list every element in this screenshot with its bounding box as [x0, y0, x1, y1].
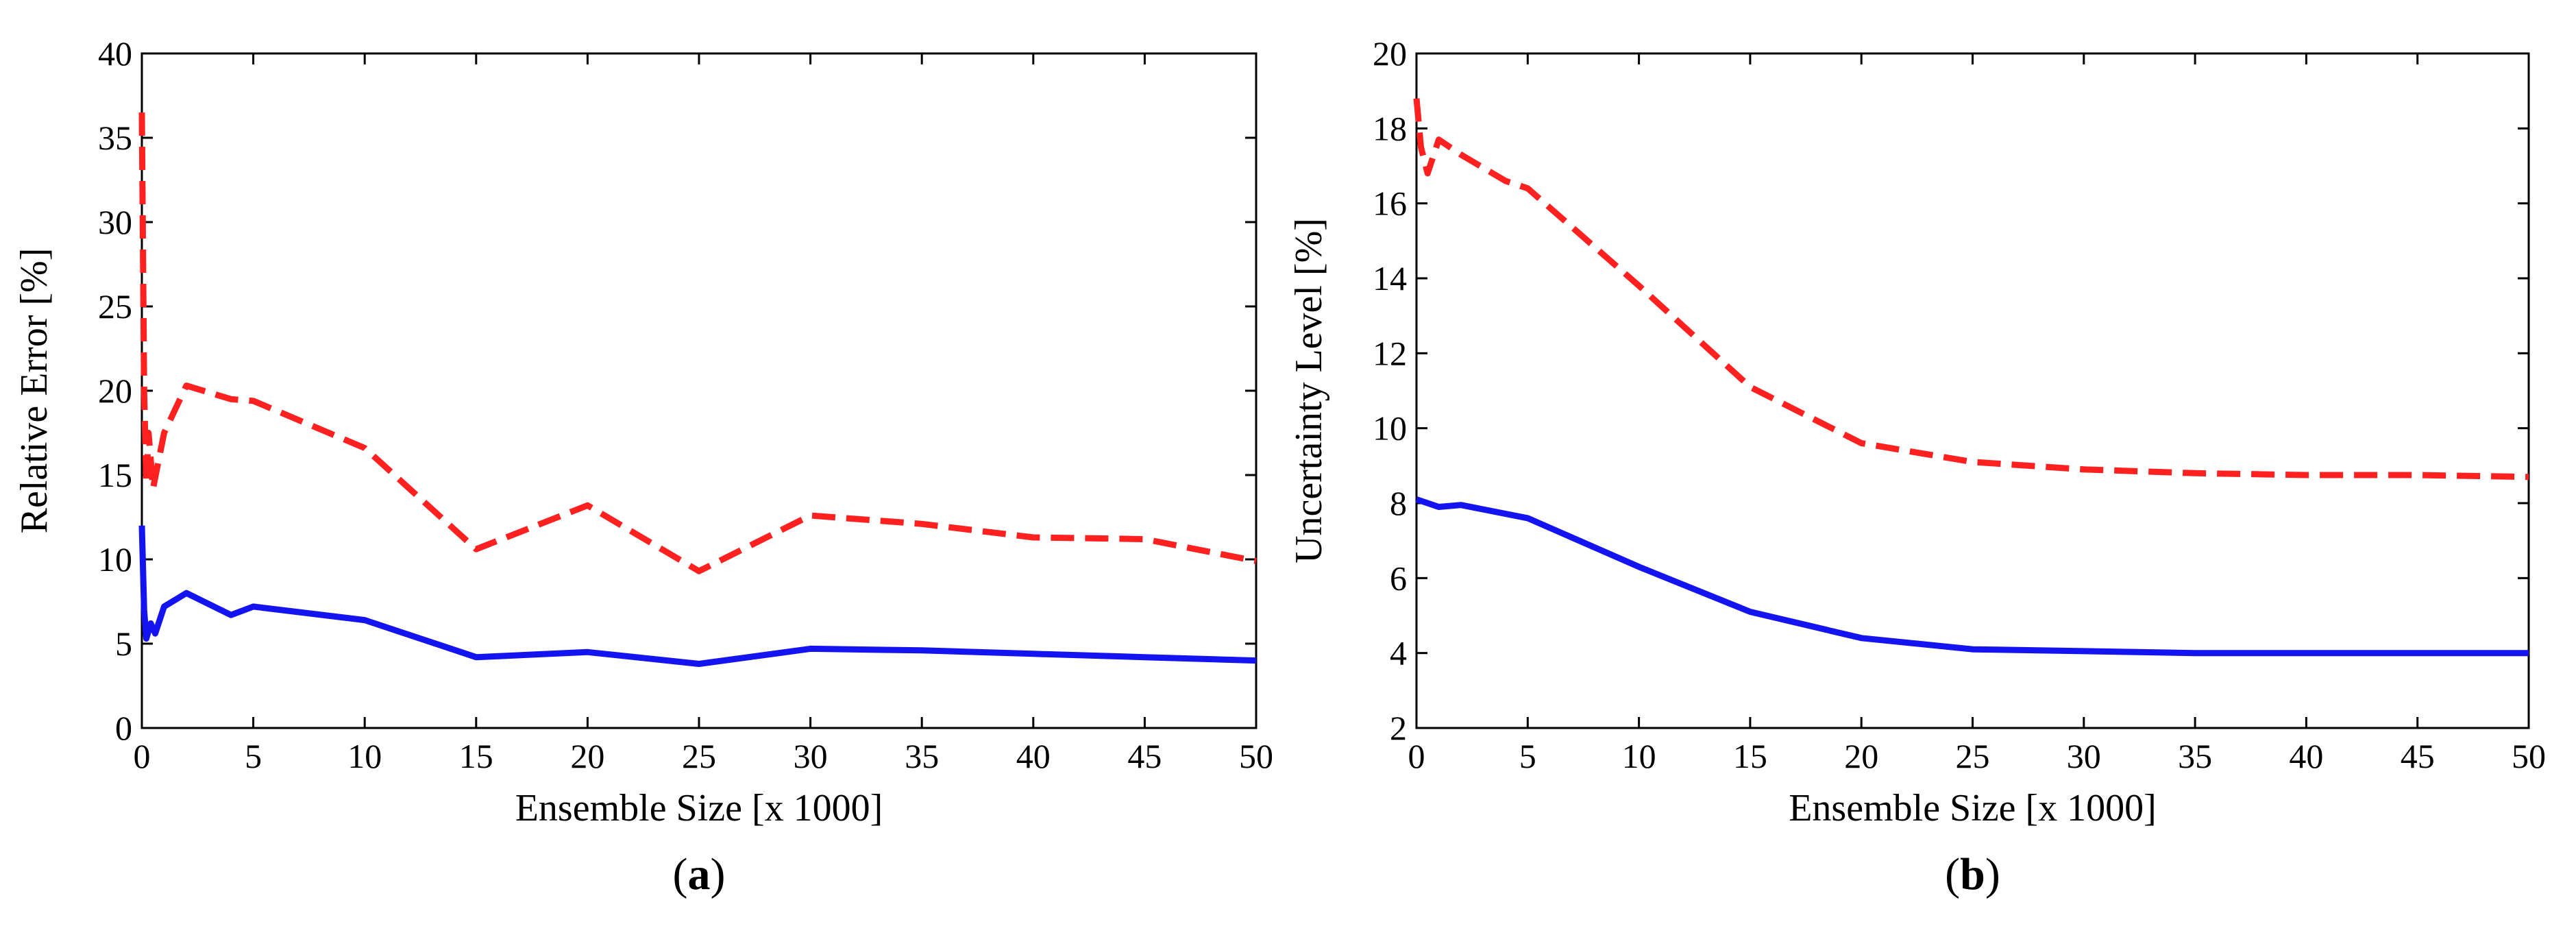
x-tick-label: 15: [459, 737, 493, 775]
x-tick-label: 0: [1408, 737, 1425, 775]
y-tick-label: 0: [115, 709, 132, 747]
y-tick-label: 15: [98, 456, 132, 494]
chart-panel-a: 0 5 10 15 20 25 30 35 40 45 50 0 5 10 15 20 25 30 35 40 Ense…: [13, 34, 1273, 899]
x-tick-label: 10: [347, 737, 382, 775]
y-tick-label: 12: [1373, 334, 1407, 372]
series-line-dashed-red: [138, 112, 1257, 574]
y-tick-label: 40: [98, 34, 132, 73]
y-tick-label: 2: [1390, 709, 1407, 747]
chart-panel-b: 0 5 10 15 20 25 30 35 40 45 50 2 4 6 8 10 12 14 16 18 20 Ense…: [1288, 34, 2546, 899]
x-tick-label: 25: [682, 737, 716, 775]
panel-caption-letter: a: [688, 849, 711, 899]
x-tick-label: 15: [1733, 737, 1767, 775]
x-tick-label: 10: [1622, 737, 1656, 775]
y-tick-label: 35: [98, 119, 132, 157]
panel-caption: (a): [673, 849, 726, 899]
x-tick-label: 40: [2289, 737, 2323, 775]
panel-caption: (b): [1945, 849, 2000, 899]
x-tick-label: 45: [2401, 737, 2435, 775]
x-axis-label: Ensemble Size [x 1000]: [1789, 787, 2157, 829]
y-tick-label: 18: [1373, 109, 1407, 147]
y-tick-label: 10: [1373, 409, 1407, 448]
x-tick-label: 50: [2512, 737, 2546, 775]
y-tick-label: 6: [1390, 559, 1407, 597]
x-tick-label: 5: [1519, 737, 1536, 775]
x-tick-label: 30: [2067, 737, 2101, 775]
y-tick-label: 25: [98, 287, 132, 326]
x-tick-label: 0: [134, 737, 151, 775]
x-axis-label: Ensemble Size [x 1000]: [515, 787, 883, 829]
y-tick-label: 10: [98, 540, 132, 579]
x-tick-label: 40: [1016, 737, 1051, 775]
y-tick-label: 8: [1390, 484, 1407, 522]
x-tick-label: 20: [1844, 737, 1878, 775]
y-tick-label: 5: [115, 624, 132, 663]
plot-frame: [140, 52, 1258, 729]
y-axis-label: Relative Error [%]: [13, 248, 56, 534]
panel-caption-letter: b: [1960, 849, 1985, 899]
x-tick-label: 20: [570, 737, 604, 775]
series-line-dashed-red: [1413, 98, 2529, 481]
y-tick-label: 20: [98, 372, 132, 410]
y-tick-label: 16: [1373, 184, 1407, 223]
x-tick-label: 50: [1239, 737, 1273, 775]
x-tick-label: 25: [1956, 737, 1990, 775]
y-axis-label: Uncertainty Level [%]: [1288, 218, 1330, 563]
y-tick-label: 20: [1373, 34, 1407, 73]
x-tick-label: 30: [794, 737, 828, 775]
x-tick-label: 35: [905, 737, 939, 775]
x-tick-label: 45: [1127, 737, 1162, 775]
y-tick-label: 30: [98, 203, 132, 241]
x-tick-label: 35: [2178, 737, 2212, 775]
plot-frame: [1415, 52, 2530, 729]
y-tick-label: 14: [1373, 259, 1407, 298]
series-line-solid-blue: [1415, 496, 2529, 657]
y-tick-label: 4: [1390, 634, 1407, 672]
x-tick-label: 5: [245, 737, 262, 775]
series-line-solid-blue: [138, 525, 1257, 667]
